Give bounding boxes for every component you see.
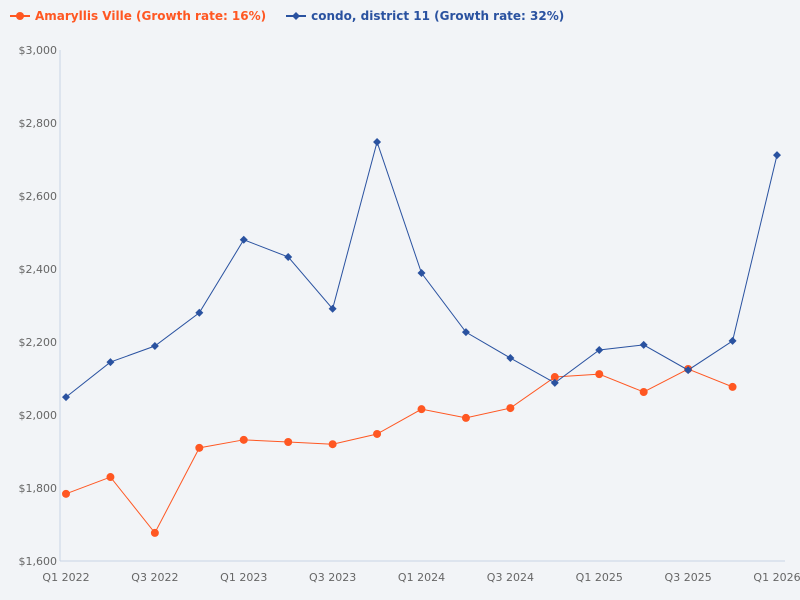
data-point: [150, 342, 159, 351]
data-point: [728, 382, 737, 391]
data-point: [284, 438, 293, 447]
x-tick-label: Q1 2024: [398, 571, 445, 584]
circle-marker-icon: [10, 12, 30, 20]
data-point: [461, 328, 470, 337]
data-point: [62, 489, 70, 498]
data-point: [595, 370, 604, 379]
y-tick-label: $1,600: [19, 555, 58, 568]
data-point: [239, 435, 248, 444]
data-point: [506, 404, 515, 413]
x-tick-label: Q1 2026: [753, 571, 800, 584]
legend: Amaryllis Ville (Growth rate: 16%) condo…: [10, 9, 564, 23]
y-tick-label: $3,000: [19, 44, 58, 57]
data-point: [639, 388, 648, 397]
y-tick-label: $2,200: [19, 336, 58, 349]
data-point: [461, 413, 470, 422]
data-point: [150, 528, 159, 537]
diamond-marker-icon: [286, 12, 307, 20]
y-tick-label: $2,400: [19, 263, 58, 276]
data-point: [195, 308, 204, 317]
legend-item-amaryllis[interactable]: Amaryllis Ville (Growth rate: 16%): [10, 9, 266, 23]
data-point: [595, 346, 604, 355]
data-point: [728, 336, 737, 345]
data-point: [195, 443, 204, 452]
data-point: [417, 405, 426, 414]
data-point: [506, 354, 515, 363]
legend-label: condo, district 11 (Growth rate: 32%): [311, 9, 565, 23]
x-tick-label: Q3 2022: [131, 571, 178, 584]
data-point: [773, 151, 781, 160]
data-point: [62, 393, 70, 402]
data-point: [550, 373, 559, 382]
y-tick-label: $1,800: [19, 482, 58, 495]
data-point: [328, 304, 337, 313]
data-point: [373, 137, 382, 146]
x-tick-label: Q1 2023: [220, 571, 267, 584]
y-tick-label: $2,600: [19, 190, 58, 203]
x-tick-label: Q3 2024: [487, 571, 534, 584]
data-point: [239, 235, 248, 244]
data-point: [328, 440, 337, 449]
data-point: [284, 252, 293, 261]
data-point: [550, 378, 559, 387]
data-point: [106, 358, 115, 367]
data-point: [106, 473, 115, 482]
data-point: [639, 340, 648, 349]
data-point: [373, 429, 382, 438]
data-point: [417, 269, 426, 278]
series-line-0: [65, 368, 733, 534]
y-tick-label: $2,000: [19, 409, 58, 422]
x-tick-label: Q3 2025: [665, 571, 712, 584]
y-tick-label: $2,800: [19, 117, 58, 130]
legend-item-condo[interactable]: condo, district 11 (Growth rate: 32%): [286, 9, 564, 23]
x-tick-label: Q3 2023: [309, 571, 356, 584]
legend-label: Amaryllis Ville (Growth rate: 16%): [35, 9, 267, 23]
x-tick-label: Q1 2025: [576, 571, 623, 584]
data-point: [684, 366, 693, 375]
x-tick-label: Q1 2022: [42, 571, 89, 584]
